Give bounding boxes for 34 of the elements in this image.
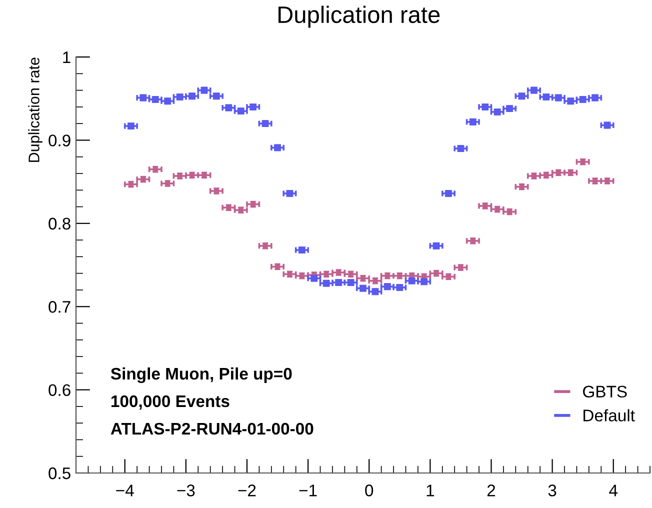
y-axis-title: Duplication rate: [28, 58, 42, 162]
legend-label: GBTS: [583, 386, 627, 398]
x-tick-label: 4: [609, 484, 618, 496]
chart-title: Duplication rate: [278, 6, 440, 28]
point: [262, 120, 269, 128]
legend-label: Default: [584, 409, 635, 422]
point: [286, 190, 294, 197]
x-tick-label: 0: [365, 484, 374, 496]
x-tick-label: −4: [116, 484, 134, 496]
point: [494, 108, 501, 116]
point: [335, 279, 342, 286]
point: [445, 190, 452, 197]
point: [396, 284, 404, 291]
point: [127, 122, 134, 130]
x-tick-label: −3: [177, 484, 195, 496]
y-tick-label: 0.8: [48, 218, 70, 230]
x-tick-label: −1: [299, 484, 317, 496]
x-tick-label: 2: [487, 484, 496, 496]
point: [298, 246, 306, 254]
y-tick-label: 0.7: [48, 301, 70, 313]
point: [347, 279, 354, 286]
annotation: 100,000 Events: [111, 395, 230, 410]
annotation: ATLAS-P2-RUN4-01-00-00: [110, 422, 314, 435]
point: [506, 105, 514, 112]
x-tick-label: 3: [548, 484, 556, 496]
y-tick-label: 0.9: [48, 134, 70, 146]
point: [469, 118, 476, 126]
y-tick-label: 0.5: [48, 467, 70, 480]
point: [457, 145, 464, 152]
y-tick-label: 0.6: [48, 384, 70, 396]
y-tick-label: 1: [63, 52, 70, 64]
annotation: Single Muon, Pile up=0: [110, 367, 292, 384]
x-tick-label: 1: [426, 484, 434, 496]
x-tick-label: −2: [238, 484, 256, 496]
